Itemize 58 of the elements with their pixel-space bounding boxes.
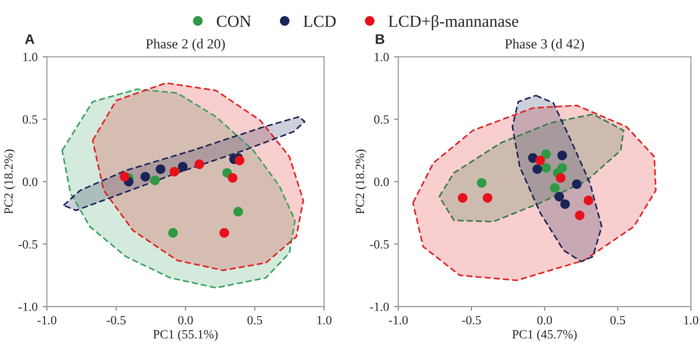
y-tick-label: 1.0 xyxy=(374,52,389,62)
point xyxy=(120,172,130,182)
x-tick-label: 0.5 xyxy=(247,316,262,324)
y-tick-label: 1.0 xyxy=(23,52,38,62)
y-tick-label: -0.5 xyxy=(370,240,389,249)
point xyxy=(168,228,178,238)
x-axis-title: PC1 (45.7%) xyxy=(512,330,577,342)
point xyxy=(584,196,594,206)
point xyxy=(560,199,570,209)
x-axis-title: PC1 (55.1%) xyxy=(153,330,218,342)
x-tick-label: -1.0 xyxy=(37,316,56,324)
y-tick-label: -1.0 xyxy=(370,302,389,312)
point xyxy=(557,150,567,160)
text: B xyxy=(376,34,384,44)
point xyxy=(178,162,188,172)
x-tick-label: 1.0 xyxy=(684,316,698,324)
legend-label: LCD xyxy=(304,16,336,27)
point xyxy=(156,164,166,174)
point xyxy=(194,159,204,169)
y-tick-label: 0.5 xyxy=(22,115,38,124)
x-tick-label: 0.0 xyxy=(537,316,552,324)
point xyxy=(458,193,468,203)
x-tick-label: -0.5 xyxy=(462,316,481,324)
y-tick-label: 0.5 xyxy=(374,115,389,124)
x-tick-label: 1.0 xyxy=(317,316,332,324)
chart-title: Phase 2 (d 20) xyxy=(146,38,225,52)
x-tick-label: 0.0 xyxy=(178,316,193,324)
y-tick-label: -0.5 xyxy=(18,240,38,249)
point xyxy=(554,192,564,202)
y-tick-label: 0.0 xyxy=(22,178,38,186)
point xyxy=(556,173,566,183)
point xyxy=(572,179,582,189)
point xyxy=(574,210,585,220)
y-axis-title: PC2 (18.2%) xyxy=(355,150,367,214)
point xyxy=(140,172,150,182)
point xyxy=(535,156,546,166)
y-axis-title: PC2 (18.2%) xyxy=(4,150,16,214)
point xyxy=(234,156,244,166)
point xyxy=(476,178,487,188)
legend-label: CON xyxy=(216,16,251,27)
x-tick-label: 0.5 xyxy=(610,316,626,324)
point xyxy=(228,173,238,183)
legend-label: LCD+β-mannanase xyxy=(388,15,518,30)
x-tick-label: -0.5 xyxy=(106,316,126,324)
point xyxy=(550,183,560,193)
text: A xyxy=(25,34,34,44)
chart-title: Phase 3 (d 42) xyxy=(505,38,584,52)
point xyxy=(233,206,243,216)
point xyxy=(541,163,551,173)
point xyxy=(170,166,180,176)
point xyxy=(532,164,542,174)
point xyxy=(150,176,160,186)
point xyxy=(541,149,551,159)
y-tick-label: 0.0 xyxy=(374,178,389,186)
y-tick-label: -1.0 xyxy=(18,302,38,312)
x-tick-label: -1.0 xyxy=(388,316,408,324)
point xyxy=(482,193,492,203)
point xyxy=(219,228,230,238)
